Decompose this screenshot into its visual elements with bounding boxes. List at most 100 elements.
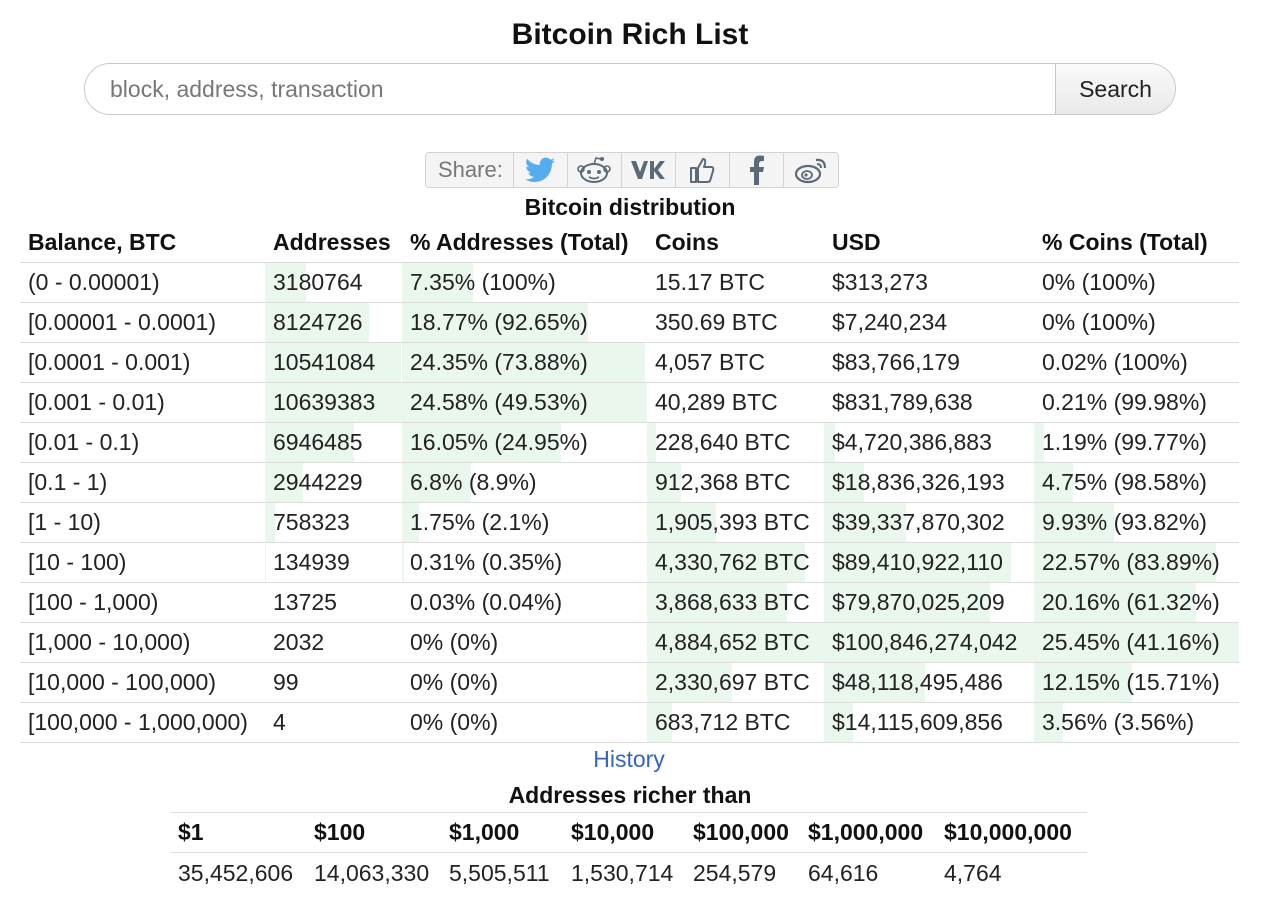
usd-cell-text: $831,789,638 bbox=[832, 388, 973, 415]
usd-cell: $79,870,025,209 bbox=[824, 581, 1034, 622]
pct-coins-cell: 0% (100%) bbox=[1034, 301, 1239, 342]
threshold-header: $100,000 bbox=[686, 812, 801, 853]
table-row: [10,000 - 100,000) 99 0% (0%) 2,330,697 BTC… bbox=[20, 661, 1239, 702]
column-header: Addresses bbox=[273, 229, 391, 256]
share-bar-fill bbox=[647, 702, 672, 742]
distribution-title: Bitcoin distribution bbox=[524, 194, 736, 220]
share-bar-fill bbox=[265, 462, 304, 502]
share-bar-fill bbox=[1034, 622, 1239, 662]
pct-addresses-cell: 7.35% (100%) bbox=[402, 261, 647, 302]
richer-count-cell: 254,579 bbox=[693, 860, 777, 887]
column-header: USD bbox=[832, 229, 881, 256]
share-bar-fill bbox=[402, 462, 471, 502]
usd-cell-text: $18,836,326,193 bbox=[832, 468, 1005, 495]
usd-cell-text: $14,115,609,856 bbox=[832, 708, 1003, 735]
search-button[interactable]: Search bbox=[1055, 64, 1175, 114]
share-bar-fill bbox=[824, 622, 1034, 662]
facebook-icon bbox=[750, 155, 765, 185]
share-bar-fill bbox=[824, 462, 864, 502]
share-bar-fill bbox=[1034, 422, 1045, 462]
usd-cell: $313,273 bbox=[824, 261, 1034, 302]
table-row: (0 - 0.00001) 3180764 7.35% (100%) 15.17 BT… bbox=[20, 261, 1239, 302]
balance-cell: [0.00001 - 0.0001) bbox=[20, 301, 265, 342]
balance-cell: [10 - 100) bbox=[20, 541, 265, 582]
balance-cell-text: [100,000 - 1,000,000) bbox=[28, 708, 248, 735]
column-header: % Addresses (Total) bbox=[410, 229, 629, 256]
balance-cell: [10,000 - 100,000) bbox=[20, 661, 265, 702]
share-bar-fill bbox=[402, 542, 405, 582]
balance-cell: [0.01 - 0.1) bbox=[20, 421, 265, 462]
share-bar-fill bbox=[265, 542, 267, 582]
share-bar-fill bbox=[1034, 542, 1217, 582]
addresses-cell: 3180764 bbox=[265, 261, 402, 302]
vk-share-button[interactable] bbox=[622, 153, 676, 187]
pct-coins-cell-text: 3.56% (3.56%) bbox=[1042, 708, 1195, 735]
search-bar: Search bbox=[84, 63, 1176, 115]
coins-cell-text: 228,640 BTC bbox=[655, 428, 791, 455]
coins-cell: 228,640 BTC bbox=[647, 421, 824, 462]
twitter-share-button[interactable] bbox=[514, 153, 568, 187]
like-share-button[interactable] bbox=[676, 153, 730, 187]
addresses-cell-text: 10639383 bbox=[273, 388, 376, 415]
share-bar-fill bbox=[265, 342, 401, 382]
pct-addresses-cell-text: 0% (0%) bbox=[410, 628, 499, 655]
search-input[interactable] bbox=[85, 64, 1055, 114]
weibo-share-button[interactable] bbox=[784, 153, 838, 187]
richer-count-cell: 5,505,511 bbox=[449, 860, 550, 887]
addresses-cell: 134939 bbox=[265, 541, 402, 582]
pct-coins-cell: 0.21% (99.98%) bbox=[1034, 381, 1239, 422]
addresses-cell-text: 3180764 bbox=[273, 268, 363, 295]
threshold-header: $1 bbox=[171, 812, 307, 853]
pct-addresses-cell-text: 18.77% (92.65%) bbox=[410, 308, 588, 335]
addresses-cell: 758323 bbox=[265, 501, 402, 542]
usd-cell-text: $79,870,025,209 bbox=[832, 588, 1005, 615]
addresses-cell-text: 2944229 bbox=[273, 468, 363, 495]
usd-cell: $4,720,386,883 bbox=[824, 421, 1034, 462]
share-bar-fill bbox=[265, 382, 402, 422]
pct-coins-cell: 22.57% (83.89%) bbox=[1034, 541, 1239, 582]
reddit-share-button[interactable] bbox=[568, 153, 622, 187]
addresses-cell: 6946485 bbox=[265, 421, 402, 462]
share-bar-fill bbox=[402, 262, 474, 302]
usd-cell: $7,240,234 bbox=[824, 301, 1034, 342]
balance-cell: [100,000 - 1,000,000) bbox=[20, 701, 265, 743]
addresses-cell-text: 134939 bbox=[273, 548, 350, 575]
balance-cell-text: [0.1 - 1) bbox=[28, 468, 108, 495]
pct-coins-cell-text: 22.57% (83.89%) bbox=[1042, 548, 1220, 575]
pct-coins-cell-text: 0.21% (99.98%) bbox=[1042, 388, 1207, 415]
addresses-cell-text: 8124726 bbox=[273, 308, 363, 335]
pct-coins-cell-text: 0.02% (100%) bbox=[1042, 348, 1188, 375]
balance-cell: [100 - 1,000) bbox=[20, 581, 265, 622]
threshold-header: $100 bbox=[307, 812, 442, 853]
addresses-cell: 8124726 bbox=[265, 301, 402, 342]
pct-coins-cell-text: 4.75% (98.58%) bbox=[1042, 468, 1207, 495]
pct-coins-cell: 0% (100%) bbox=[1034, 261, 1239, 302]
addresses-cell: 2944229 bbox=[265, 461, 402, 502]
table-row: [0.01 - 0.1) 6946485 16.05% (24.95%) 228,64… bbox=[20, 421, 1239, 462]
balance-cell-text: [0.00001 - 0.0001) bbox=[28, 308, 216, 335]
share-bar-fill bbox=[647, 422, 656, 462]
pct-addresses-cell-text: 0% (0%) bbox=[410, 668, 499, 695]
share-bar-fill bbox=[647, 662, 732, 702]
coins-cell-text: 912,368 BTC bbox=[655, 468, 791, 495]
pct-addresses-cell-text: 24.58% (49.53%) bbox=[410, 388, 588, 415]
share-bar-fill bbox=[647, 462, 681, 502]
history-link[interactable]: History bbox=[593, 746, 665, 772]
facebook-share-button[interactable] bbox=[730, 153, 784, 187]
share-bar-fill bbox=[402, 382, 647, 422]
balance-cell: (0 - 0.00001) bbox=[20, 261, 265, 302]
usd-cell: $14,115,609,856 bbox=[824, 701, 1034, 743]
usd-cell: $48,118,495,486 bbox=[824, 661, 1034, 702]
pct-coins-cell-text: 20.16% (61.32%) bbox=[1042, 588, 1220, 615]
addresses-cell: 10541084 bbox=[265, 341, 402, 382]
usd-cell-text: $313,273 bbox=[832, 268, 928, 295]
reddit-icon bbox=[577, 157, 612, 183]
table-row: 35,452,606 14,063,330 5,505,511 1,530,714 25… bbox=[171, 853, 1087, 895]
coins-cell: 4,330,762 BTC bbox=[647, 541, 824, 582]
balance-cell-text: [1 - 10) bbox=[28, 508, 101, 535]
addresses-cell-text: 99 bbox=[273, 668, 299, 695]
coins-cell-text: 4,884,652 BTC bbox=[655, 628, 810, 655]
usd-cell: $831,789,638 bbox=[824, 381, 1034, 422]
addresses-cell: 10639383 bbox=[265, 381, 402, 422]
richer-count-cell: 14,063,330 bbox=[314, 860, 430, 887]
